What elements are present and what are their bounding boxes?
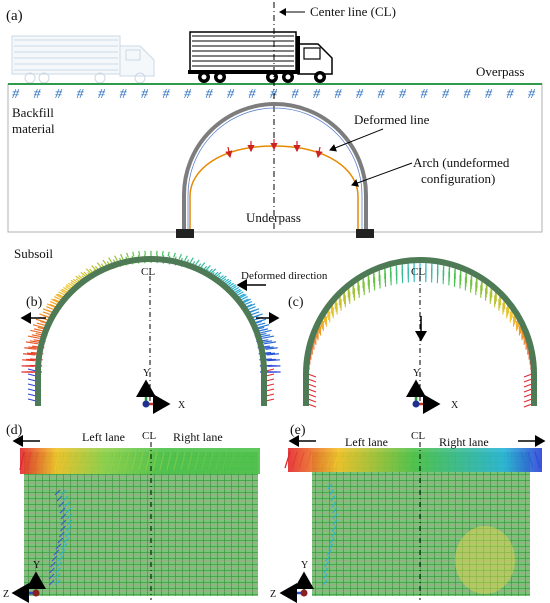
- svg-text:#: #: [184, 87, 192, 102]
- svg-text:#: #: [12, 87, 20, 102]
- arch-inner-line: [187, 107, 363, 230]
- underpass-label: Underpass: [246, 210, 301, 225]
- arch-pointer: [351, 162, 413, 187]
- svg-text:#: #: [507, 87, 515, 102]
- panel-a-label: (a): [6, 8, 23, 24]
- axis-triad-b: [136, 379, 171, 414]
- axis-y-label-e: Y: [301, 560, 308, 571]
- undeformed-arch: [182, 102, 368, 230]
- arch-label-line2: configuration): [421, 171, 495, 186]
- deformed-line-pointer: [329, 128, 384, 152]
- svg-text:#: #: [335, 87, 343, 102]
- svg-text:#: #: [55, 87, 63, 102]
- svg-text:#: #: [98, 87, 106, 102]
- mesh-e: [312, 452, 530, 596]
- panel-d-label: (d): [6, 423, 23, 438]
- arch-c: [303, 257, 537, 406]
- displacement-vectors-e: [284, 451, 541, 586]
- deformed-direction-label: Deformed direction: [241, 270, 328, 282]
- right-lane-label-e: Right lane: [439, 435, 489, 449]
- svg-text:#: #: [399, 87, 407, 102]
- axis-y-label-c: Y: [413, 368, 420, 379]
- axis-triad-e: [279, 571, 314, 603]
- right-lane-label-d: Right lane: [173, 430, 223, 444]
- svg-text:#: #: [120, 87, 128, 102]
- cl-label-e: CL: [411, 430, 425, 442]
- svg-text:#: #: [485, 87, 493, 102]
- truck-icon: [188, 31, 333, 83]
- left-lane-label-e: Left lane: [345, 435, 388, 449]
- svg-text:#: #: [442, 87, 450, 102]
- subsoil-label: Subsoil: [14, 246, 53, 261]
- displacement-vectors-d: [19, 451, 256, 586]
- svg-text:#: #: [356, 87, 364, 102]
- panel-e-label: (e): [290, 423, 306, 438]
- overpass-label: Overpass: [476, 64, 524, 79]
- svg-text:#: #: [313, 87, 321, 102]
- right-footing: [356, 229, 374, 238]
- axis-x-label-c: X: [451, 400, 459, 411]
- axis-z-label-d: Z: [3, 589, 9, 600]
- left-footing: [176, 229, 194, 238]
- yellow-zone-e: [455, 526, 515, 594]
- axis-x-label-b: X: [178, 400, 186, 411]
- cl-label-b: CL: [141, 266, 155, 278]
- surface-band-e: [288, 448, 542, 472]
- deformed-line-label: Deformed line: [354, 112, 430, 127]
- arch-label-line1: Arch (undeformed: [413, 155, 510, 170]
- center-line-label: Center line (CL): [310, 4, 396, 19]
- axis-y-label-b: Y: [143, 368, 150, 379]
- svg-text:#: #: [292, 87, 300, 102]
- load-arrows: [225, 139, 323, 159]
- surface-band-d: [20, 448, 260, 474]
- svg-text:#: #: [227, 87, 235, 102]
- svg-text:#: #: [77, 87, 85, 102]
- backfill-label-line2: material: [12, 121, 55, 136]
- axis-triad-c: [406, 379, 441, 414]
- panel-c-label: (c): [288, 295, 304, 310]
- backfill-label-line1: Backfill: [12, 105, 54, 120]
- panel-b-label: (b): [26, 295, 43, 310]
- svg-text:#: #: [378, 87, 386, 102]
- svg-text:#: #: [34, 87, 42, 102]
- arch-b: [35, 256, 267, 406]
- axis-z-label-e: Z: [270, 589, 276, 600]
- svg-text:#: #: [249, 87, 257, 102]
- svg-text:#: #: [421, 87, 429, 102]
- faded-truck-icon: [11, 35, 155, 84]
- cl-label-c: CL: [411, 266, 425, 278]
- svg-text:#: #: [206, 87, 214, 102]
- svg-text:#: #: [528, 87, 536, 102]
- svg-text:#: #: [163, 87, 171, 102]
- left-lane-label-d: Left lane: [82, 430, 125, 444]
- cl-label-d: CL: [142, 430, 156, 442]
- axis-y-label-d: Y: [33, 560, 40, 571]
- svg-text:#: #: [141, 87, 149, 102]
- mesh-d: [24, 452, 258, 596]
- axis-triad-d: [11, 571, 46, 603]
- svg-text:#: #: [464, 87, 472, 102]
